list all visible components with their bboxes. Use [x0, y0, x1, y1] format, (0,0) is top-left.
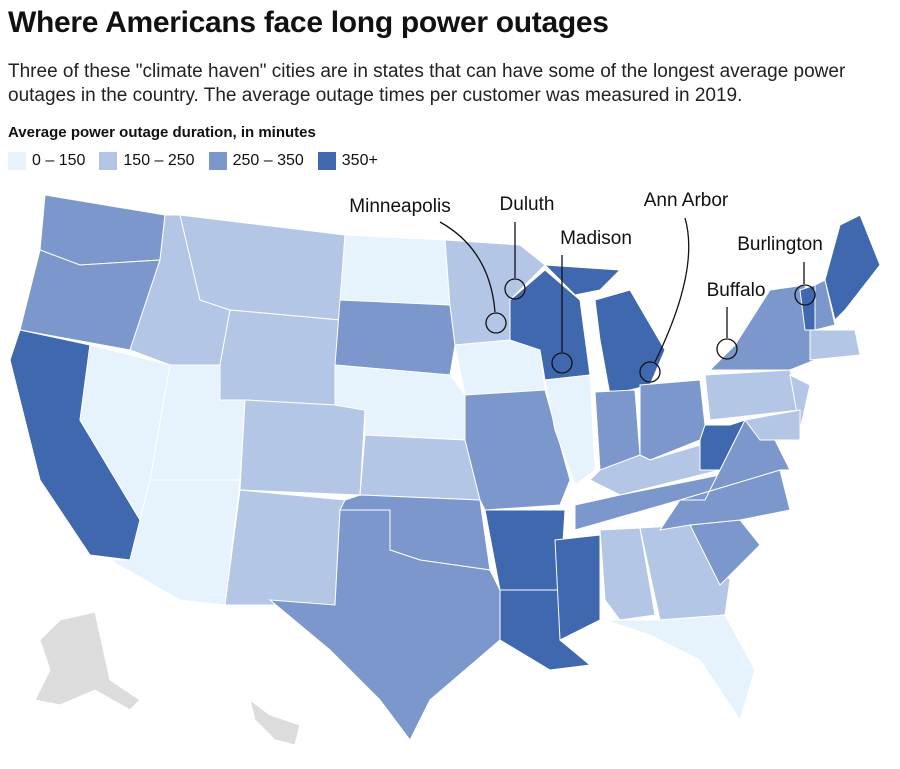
legend-swatch [317, 152, 336, 170]
city-label: Minneapolis [349, 196, 450, 217]
legend-label: 350+ [341, 152, 378, 169]
legend-label: 0 – 150 [32, 152, 86, 169]
state [224, 489, 346, 606]
state [339, 234, 451, 306]
state [454, 339, 546, 396]
state [594, 289, 666, 396]
state [814, 279, 836, 331]
state [464, 389, 571, 511]
city-marker [794, 284, 816, 306]
state [359, 434, 481, 501]
state [39, 194, 166, 266]
legend-label: 250 – 350 [232, 152, 304, 169]
state [599, 527, 656, 621]
state [268, 509, 501, 741]
state [604, 614, 756, 722]
state [108, 479, 241, 606]
state [744, 409, 801, 441]
legend-title: Average power outage duration, in minute… [8, 124, 316, 141]
alaska [34, 611, 141, 711]
state [543, 264, 622, 296]
city-marker [639, 361, 661, 383]
legend-swatch [8, 152, 26, 170]
legend-label: 150 – 250 [123, 152, 195, 169]
legend-item: 350+ [317, 152, 378, 170]
title: Where Americans face long power outages [8, 6, 609, 39]
state [544, 374, 596, 486]
city-marker [716, 338, 738, 360]
state [789, 374, 811, 431]
city-label: Ann Arbor [644, 190, 729, 211]
state [824, 214, 881, 321]
non-contiguous-states [34, 611, 301, 746]
subtitle: Three of these "climate haven" cities ar… [8, 61, 846, 106]
city-label: Burlington [737, 234, 823, 255]
state [484, 509, 566, 591]
city-marker [551, 352, 573, 374]
state [554, 534, 601, 641]
state [239, 399, 366, 496]
state [809, 329, 861, 361]
city-marker [485, 312, 507, 334]
legend-swatch [208, 152, 227, 170]
city-marker [504, 278, 526, 300]
leader-line [654, 217, 690, 363]
city-label: Buffalo [707, 280, 766, 301]
state [334, 299, 456, 376]
legend-item: 150 – 250 [99, 152, 195, 170]
city-label: Madison [560, 228, 632, 249]
hawaii [249, 698, 301, 746]
legend-swatch [99, 152, 118, 170]
legend: 0 – 150 150 – 250 250 – 350 350+ [8, 152, 378, 170]
city-label: Duluth [500, 194, 555, 215]
legend-item: 0 – 150 [8, 152, 85, 170]
legend-item: 250 – 350 [208, 152, 304, 170]
leader-line [439, 221, 496, 313]
state [219, 309, 341, 406]
state [589, 444, 721, 496]
